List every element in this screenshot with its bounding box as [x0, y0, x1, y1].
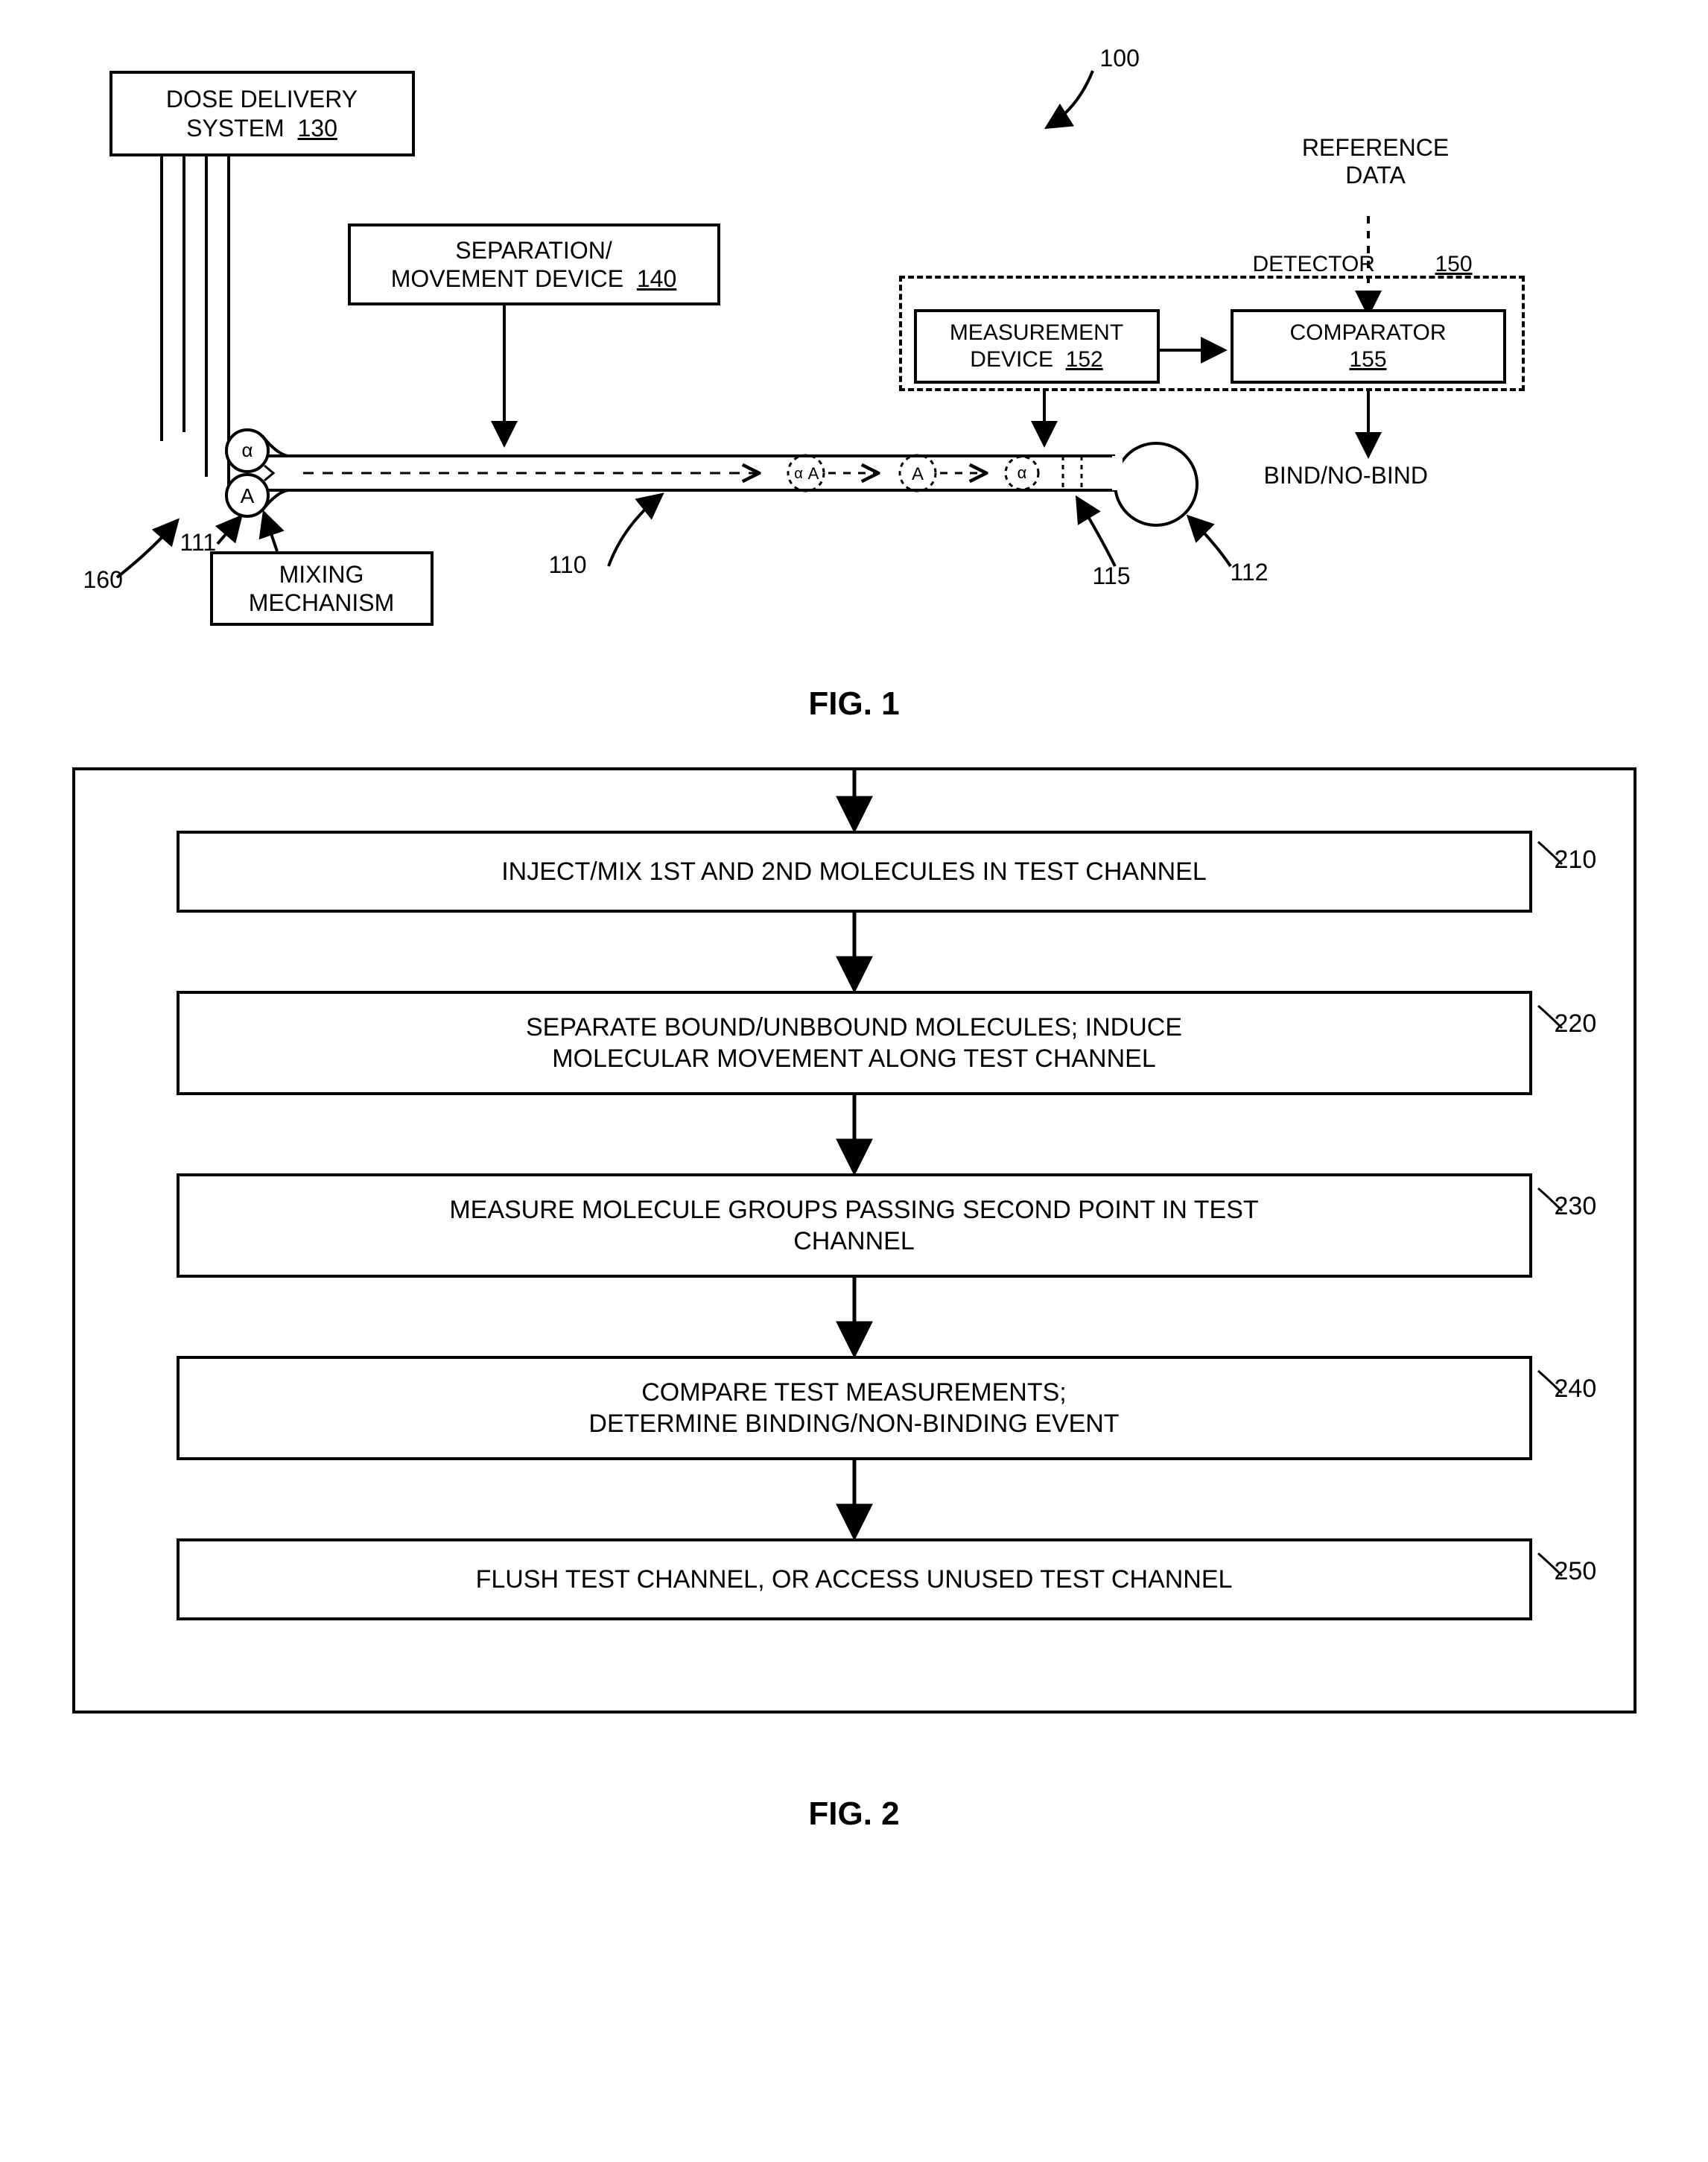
fig1-caption: FIG. 1 — [30, 685, 1678, 723]
comparator-box: COMPARATOR 155 — [1231, 309, 1506, 384]
comparator-num: 155 — [1349, 346, 1386, 373]
ref-160: 160 — [83, 566, 123, 594]
dose-delivery-line2: SYSTEM 130 — [186, 114, 337, 142]
flow-step-220: SEPARATE BOUND/UNBBOUND MOLECULES; INDUC… — [177, 991, 1532, 1095]
mixing-box: MIXING MECHANISM — [210, 551, 434, 626]
separation-line1: SEPARATION/ — [455, 236, 612, 264]
detector-num: 150 — [1435, 252, 1473, 278]
mixing-line1: MIXING — [279, 560, 364, 589]
svg-text:A: A — [911, 464, 923, 484]
separation-line2: MOVEMENT DEVICE 140 — [391, 264, 677, 293]
bind-nobind-label: BIND/NO-BIND — [1264, 462, 1428, 489]
measurement-line2: DEVICE 152 — [970, 346, 1102, 373]
svg-text:α: α — [794, 466, 803, 482]
flow-ref-250: 250 — [1555, 1557, 1597, 1586]
flow-step-230-text: MEASURE MOLECULE GROUPS PASSING SECOND P… — [449, 1194, 1258, 1258]
measurement-line1: MEASUREMENT — [950, 320, 1123, 346]
flow-ref-210: 210 — [1555, 846, 1597, 875]
ref-112: 112 — [1231, 559, 1269, 586]
flow-step-210: INJECT/MIX 1ST AND 2ND MOLECULES IN TEST… — [177, 831, 1532, 913]
measurement-box: MEASUREMENT DEVICE 152 — [914, 309, 1160, 384]
dose-delivery-box: DOSE DELIVERY SYSTEM 130 — [109, 71, 415, 156]
figure-2-flowchart: INJECT/MIX 1ST AND 2ND MOLECULES IN TEST… — [72, 767, 1636, 1773]
flow-step-230: MEASURE MOLECULE GROUPS PASSING SECOND P… — [177, 1173, 1532, 1278]
ref-110: 110 — [549, 551, 587, 579]
flow-step-220-text: SEPARATE BOUND/UNBBOUND MOLECULES; INDUC… — [526, 1012, 1182, 1075]
svg-text:A: A — [240, 484, 254, 507]
flow-step-240: COMPARE TEST MEASUREMENTS; DETERMINE BIN… — [177, 1356, 1532, 1460]
svg-text:A: A — [807, 464, 819, 483]
fig2-caption: FIG. 2 — [30, 1795, 1678, 1833]
ref-111: 111 — [180, 529, 217, 557]
flow-ref-220: 220 — [1555, 1009, 1597, 1039]
separation-box: SEPARATION/ MOVEMENT DEVICE 140 — [348, 224, 720, 305]
svg-text:α: α — [241, 439, 253, 461]
detector-label: DETECTOR — [1253, 252, 1375, 278]
flow-step-210-text: INJECT/MIX 1ST AND 2ND MOLECULES IN TEST… — [501, 856, 1207, 888]
flow-ref-240: 240 — [1555, 1375, 1597, 1404]
reference-data-label: REFERENCE DATA — [1279, 134, 1473, 189]
ref-115: 115 — [1093, 562, 1131, 590]
comparator-label: COMPARATOR — [1289, 320, 1446, 346]
figure-1-diagram: α A α A A α — [72, 30, 1636, 663]
dose-delivery-line1: DOSE DELIVERY — [166, 85, 358, 113]
flow-ref-230: 230 — [1555, 1192, 1597, 1221]
flow-step-250-text: FLUSH TEST CHANNEL, OR ACCESS UNUSED TES… — [476, 1564, 1233, 1596]
svg-text:α: α — [1017, 463, 1026, 482]
ref-100: 100 — [1100, 45, 1140, 72]
flow-step-240-text: COMPARE TEST MEASUREMENTS; DETERMINE BIN… — [588, 1377, 1119, 1440]
mixing-line2: MECHANISM — [249, 589, 395, 617]
flow-step-250: FLUSH TEST CHANNEL, OR ACCESS UNUSED TES… — [177, 1538, 1532, 1620]
